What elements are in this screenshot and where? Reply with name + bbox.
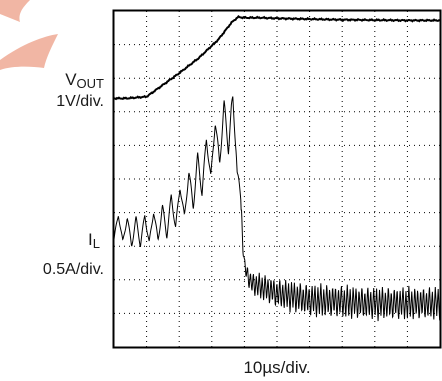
logo-icon: [0, 0, 58, 70]
x-axis-label: 10µs/div.: [243, 358, 310, 377]
plot-frame: [112, 9, 442, 349]
il-trace: [113, 96, 441, 322]
plot-traces: [113, 15, 441, 322]
il-label: IL: [88, 230, 100, 251]
vout-label: VOUT: [65, 70, 104, 91]
vout-name: V: [65, 70, 77, 89]
vout-scale: 1V/div.: [56, 93, 104, 110]
il-subscript: L: [93, 236, 100, 251]
vout-trace: [113, 15, 441, 101]
vout-subscript: OUT: [77, 76, 105, 91]
il-scale: 0.5A/div.: [43, 261, 104, 278]
il-name: I: [88, 230, 93, 249]
